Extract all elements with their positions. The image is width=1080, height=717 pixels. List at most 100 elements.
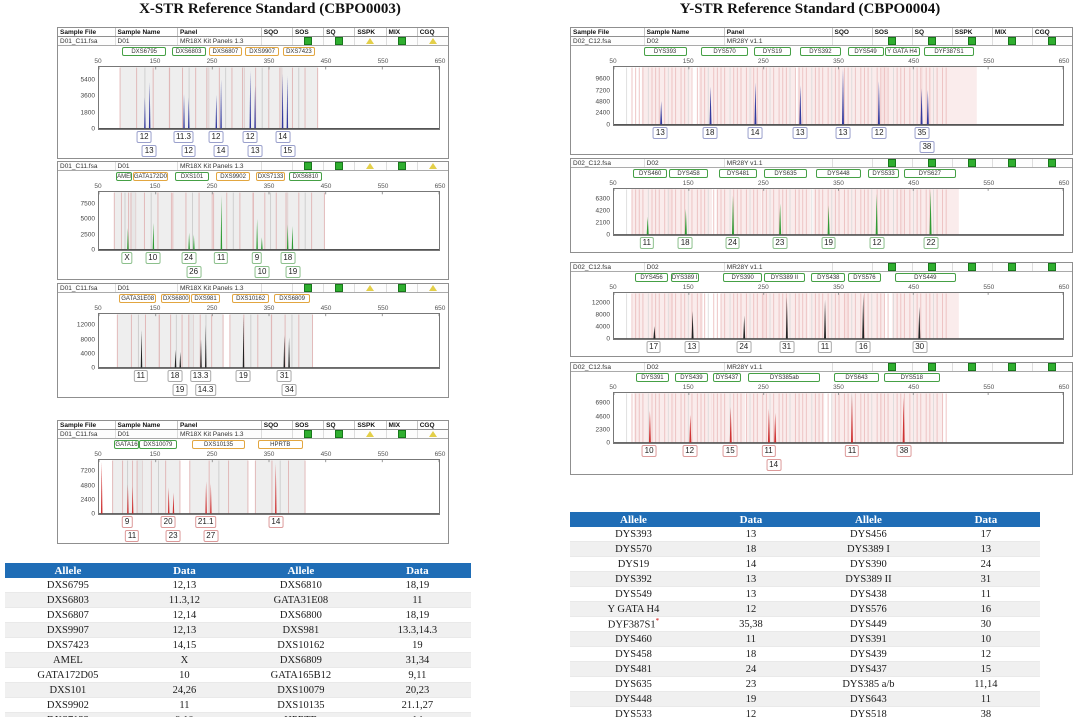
table-cell: DYS458 <box>615 648 652 660</box>
table-cell: DYS518 <box>850 708 887 717</box>
sample-name: D02 <box>643 263 724 271</box>
table-cell: 11 <box>745 633 756 645</box>
x-axis-scale: 50 150 250 350 450 550 650 <box>94 183 445 191</box>
x-tick-label: 250 <box>206 58 218 65</box>
x-tick-label: 350 <box>833 58 844 65</box>
allele-call: 14 <box>747 127 763 139</box>
marker-label: DYS458 <box>669 169 708 178</box>
table-cell: 17 <box>980 528 992 540</box>
table-cell: DYS481 <box>615 663 652 675</box>
panel-name: MR28Y v1.1 <box>723 159 832 167</box>
panel-name: MR18X Kit Panels 1.3 <box>176 284 261 292</box>
x-tick-label: 550 <box>377 183 389 190</box>
sample-file: D02_C12.fsa <box>573 264 611 271</box>
sample-row: D02_C12.fsa D02 MR28Y v1.1 <box>571 363 1072 372</box>
marker-label: DXS981 <box>191 294 221 303</box>
quality-pass-icon <box>397 430 406 438</box>
electropherogram-panel-left-2: D01_C11.fsa D01 MR18X Kit Panels 1.3 AMEL GA… <box>57 161 449 280</box>
column-header: Sample File <box>573 29 610 36</box>
plot-area: 6300 4200 2100 0 <box>596 188 1064 239</box>
marker-label: DYS570 <box>700 47 749 56</box>
marker-row: DXS6795 DXS6803 DXS6807 DXS9907 DXS7423 <box>98 46 440 58</box>
table-cell: DYS576 <box>850 603 887 615</box>
table-cell: DYS19 <box>617 558 650 570</box>
marker-label: DXS9907 <box>245 47 280 56</box>
y-tick-label: 5400 <box>80 76 95 84</box>
quality-warning-icon <box>366 431 375 437</box>
allele-call: 15 <box>280 145 296 157</box>
table-row: DYS460 11 DYS391 10 <box>570 632 1040 647</box>
x-str-title: X-STR Reference Standard (CBPO0003) <box>139 1 401 17</box>
x-tick-label: 350 <box>833 284 844 291</box>
allele-call: 11 <box>761 445 776 457</box>
sqo-cell <box>260 284 292 292</box>
table-cell: 9,10 <box>131 715 238 717</box>
sample-row: D01_C11.fsa D01 MR18X Kit Panels 1.3 <box>58 37 448 46</box>
y-tick-label: 0 <box>91 364 95 372</box>
table-cell: 12,14 <box>172 609 197 621</box>
sqo-cell <box>260 430 292 438</box>
allele-call: 13 <box>652 127 668 139</box>
marker-label: DYS549 <box>847 47 884 56</box>
quality-flag-cell <box>1031 159 1072 167</box>
quality-warning-icon <box>428 163 437 169</box>
x-tick-label: 650 <box>1058 58 1070 65</box>
marker-label: DXS6800 <box>161 294 191 303</box>
marker-label: DXS101 <box>174 172 210 181</box>
allele-call: 14.3 <box>194 384 217 396</box>
allele-row: X 10 24 26 11 9 10 18 19 <box>98 251 440 279</box>
y-tick-label: 0 <box>606 439 610 447</box>
sample-name: D02 <box>643 37 724 45</box>
column-header: SSPK <box>354 421 385 429</box>
allele-call: 34 <box>281 384 297 396</box>
quality-pass-icon <box>1048 363 1057 371</box>
sqo-cell <box>260 37 292 45</box>
table-cell: 11 <box>980 693 991 705</box>
electropherogram-panel-right-4: D02_C12.fsa D02 MR28Y v1.1 DYS391 DYS439 DYS4… <box>570 362 1073 475</box>
allele-call: 11 <box>213 252 229 264</box>
plot-area: 7500 5000 2500 0 <box>81 191 440 253</box>
sample-name: D01 <box>114 430 177 438</box>
allele-call: 13.3 <box>189 370 212 382</box>
allele-call: X <box>121 252 133 264</box>
x-tick-label: 450 <box>908 58 920 65</box>
allele-call: 18 <box>280 252 296 264</box>
table-cell: 9,11 <box>408 669 427 681</box>
allele-call: 14 <box>213 145 229 157</box>
x-tick-label: 550 <box>983 180 995 187</box>
marker-label: DYS449 <box>894 273 956 282</box>
quality-pass-icon <box>888 159 897 167</box>
sample-file: D01_C11.fsa <box>60 431 98 438</box>
y-tick-label: 3600 <box>80 92 95 100</box>
x-tick-label: 250 <box>206 451 218 458</box>
quality-flag-cell <box>323 37 354 45</box>
allele-call: 11 <box>817 341 833 353</box>
x-tick-label: 450 <box>908 284 920 291</box>
quality-pass-icon <box>928 363 937 371</box>
sample-name: D02 <box>643 363 724 371</box>
electropherogram-panel-right-3: D02_C12.fsa D02 MR28Y v1.1 DYS456 DYS389 I DY… <box>570 262 1073 357</box>
table-cell: 20,23 <box>405 684 430 696</box>
x-tick-label: 650 <box>434 451 446 458</box>
allele-call: 13 <box>835 127 851 139</box>
x-tick-label: 50 <box>94 58 102 65</box>
quality-pass-icon <box>335 37 344 45</box>
quality-pass-icon <box>1048 159 1057 167</box>
column-header: SOS <box>291 421 323 429</box>
electropherogram-panel-left-4: Sample File Sample Name Panel SQO SOS SQ SSPK M… <box>57 420 449 544</box>
marker-label: DXS9902 <box>215 172 251 181</box>
marker-label: DYS635 <box>764 169 807 178</box>
table-row: DYS570 18 DYS389 I 13 <box>570 542 1040 557</box>
table-cell: 16 <box>980 603 992 615</box>
x-tick-label: 150 <box>682 284 694 291</box>
table-cell: 15 <box>980 663 992 675</box>
y-tick-label: 7500 <box>80 200 95 208</box>
x-axis-scale: 50 150 250 350 450 550 650 <box>609 384 1069 392</box>
table-row: AMEL X DXS6809 31,34 <box>5 653 471 668</box>
table-row: DYS533 12 DYS518 38 <box>570 707 1040 717</box>
x-tick-label: 350 <box>833 384 844 391</box>
allele-row: 12 13 11.3 12 12 14 12 13 14 15 <box>98 130 440 158</box>
quality-pass-icon <box>888 363 897 371</box>
quality-pass-icon <box>335 430 344 438</box>
table-cell: 13.3,14.3 <box>397 624 438 636</box>
